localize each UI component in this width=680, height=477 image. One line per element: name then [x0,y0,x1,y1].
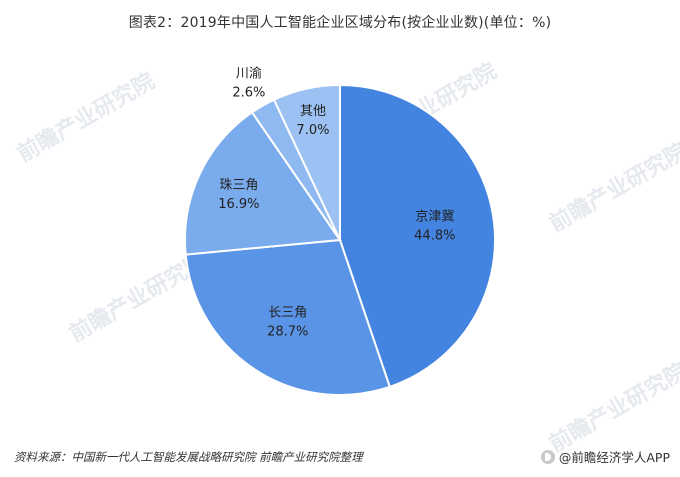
pie-chart-svg: 京津冀 44.8% 长三角 28.7% 珠三角 16.9% 川渝 2.6% 其他 7.0% [184,65,496,396]
slice-value-label: 2.6% [232,85,265,100]
source-note: 资料来源：中国新一代人工智能发展战略研究院 前瞻产业研究院整理 [14,450,363,464]
slice-value-label: 44.8% [414,228,455,243]
pie-slice-3 [184,110,342,256]
slice-label: 京津冀 [415,208,454,224]
brand-text: @前瞻经济学人APP [558,450,670,465]
slice-value-label: 7.0% [296,123,329,138]
slice-label: 其他 [300,104,326,119]
pie-slice-2 [184,238,392,396]
slice-label: 珠三角 [219,178,258,193]
chart-title: 图表2：2019年中国人工智能企业区域分布(按企业业数)(单位：%) [128,15,552,31]
pie-slice-1 [339,83,496,389]
slice-label: 长三角 [268,306,307,321]
pie-slice-5 [272,83,341,241]
pie-chart: 京津冀 44.8% 长三角 28.7% 珠三角 16.9% 川渝 2.6% 其他 7.0% [184,65,496,396]
slice-value-label: 16.9% [218,197,259,212]
qianzhan-logo-icon [540,449,555,464]
brand-credit: @前瞻经济学人APP [540,447,670,466]
slice-label: 川渝 [236,65,262,81]
slice-value-label: 28.7% [267,325,308,340]
